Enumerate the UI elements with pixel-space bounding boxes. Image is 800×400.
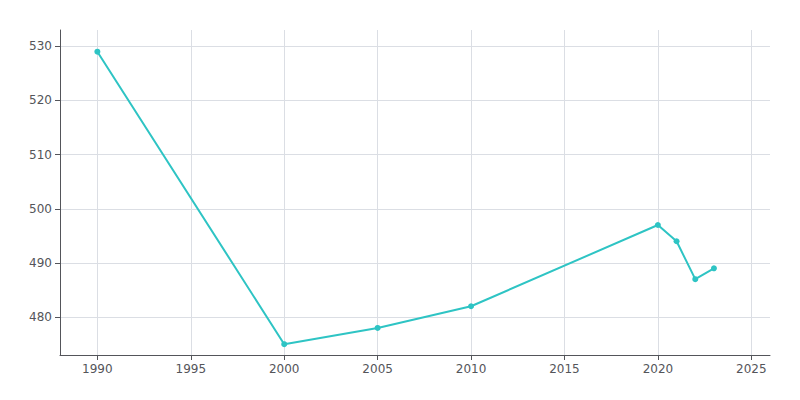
svg-text:2020: 2020 [643,362,674,376]
svg-text:500: 500 [29,202,52,216]
svg-text:1995: 1995 [176,362,207,376]
svg-text:2025: 2025 [736,362,767,376]
svg-text:480: 480 [29,310,52,324]
svg-text:520: 520 [29,93,52,107]
svg-text:510: 510 [29,148,52,162]
svg-text:2010: 2010 [456,362,487,376]
svg-text:2005: 2005 [362,362,393,376]
svg-text:530: 530 [29,39,52,53]
svg-text:2015: 2015 [549,362,580,376]
svg-text:490: 490 [29,256,52,270]
svg-text:2000: 2000 [269,362,300,376]
svg-text:1990: 1990 [82,362,113,376]
